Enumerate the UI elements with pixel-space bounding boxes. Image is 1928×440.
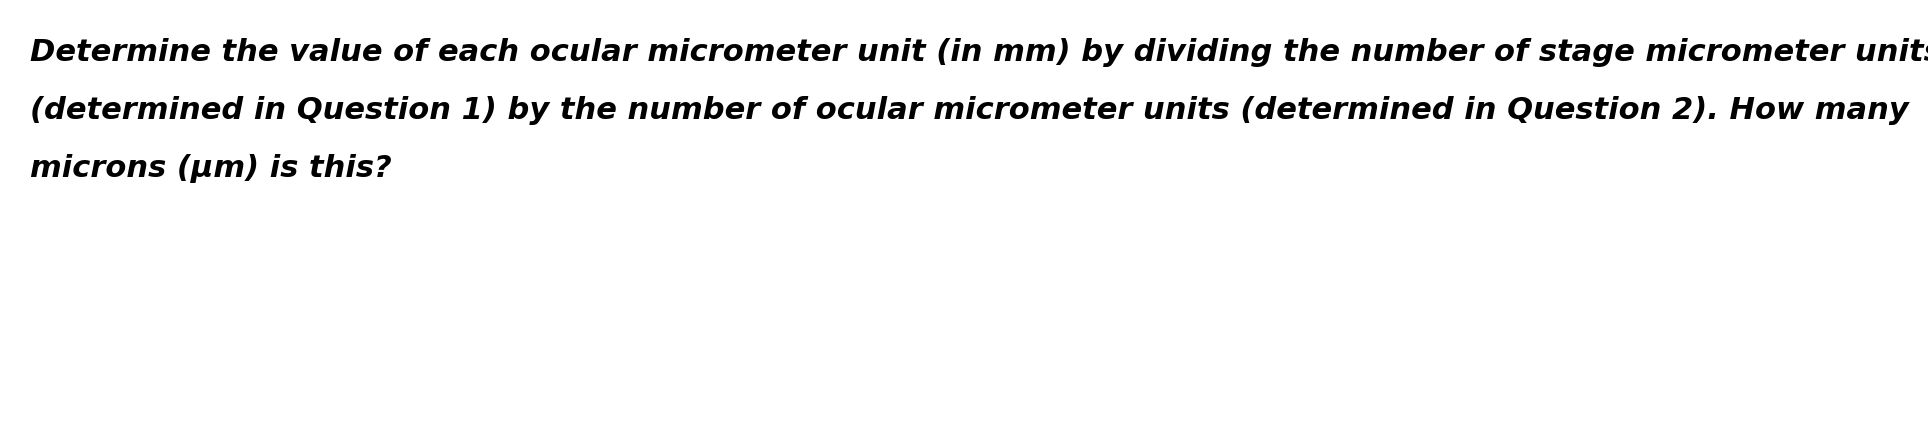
Text: Determine the value of each ocular micrometer unit (in mm) by dividing the numbe: Determine the value of each ocular micro… — [31, 38, 1928, 67]
Text: (determined in Question 1) by the number of ocular micrometer units (determined : (determined in Question 1) by the number… — [31, 96, 1909, 125]
Text: microns (μm) is this?: microns (μm) is this? — [31, 154, 391, 183]
